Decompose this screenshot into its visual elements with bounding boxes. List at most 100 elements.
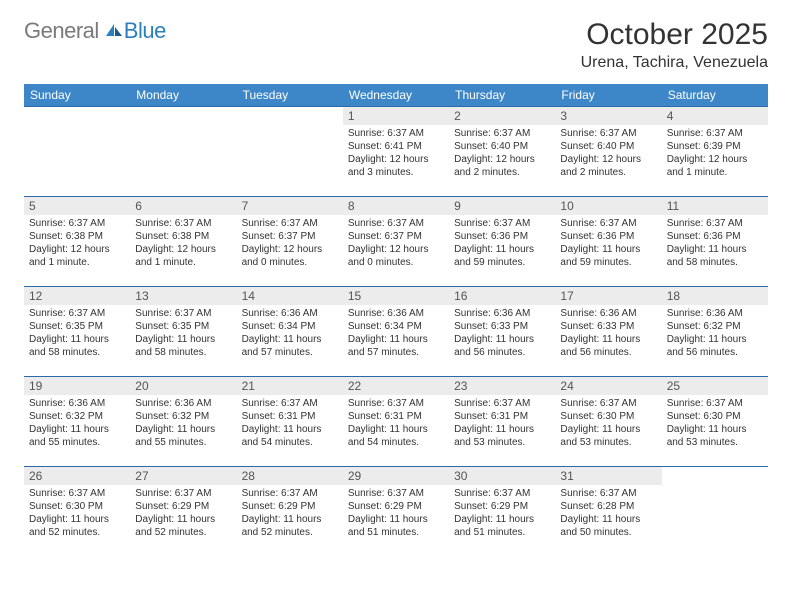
day-details: Sunrise: 6:37 AMSunset: 6:36 PMDaylight:… xyxy=(555,215,661,273)
day-cell: 9Sunrise: 6:37 AMSunset: 6:36 PMDaylight… xyxy=(449,197,555,287)
day-cell: 10Sunrise: 6:37 AMSunset: 6:36 PMDayligh… xyxy=(555,197,661,287)
sunrise-text: Sunrise: 6:37 AM xyxy=(348,487,444,500)
day-number: 19 xyxy=(24,377,130,395)
day-number: 1 xyxy=(343,107,449,125)
sunrise-text: Sunrise: 6:37 AM xyxy=(348,127,444,140)
calendar-body: 1Sunrise: 6:37 AMSunset: 6:41 PMDaylight… xyxy=(24,107,768,557)
daylight-text: Daylight: 11 hours and 53 minutes. xyxy=(454,423,550,449)
sunrise-text: Sunrise: 6:37 AM xyxy=(242,217,338,230)
day-cell: 19Sunrise: 6:36 AMSunset: 6:32 PMDayligh… xyxy=(24,377,130,467)
day-number: 20 xyxy=(130,377,236,395)
calendar-week-row: 1Sunrise: 6:37 AMSunset: 6:41 PMDaylight… xyxy=(24,107,768,197)
sunrise-text: Sunrise: 6:37 AM xyxy=(135,307,231,320)
day-details: Sunrise: 6:37 AMSunset: 6:31 PMDaylight:… xyxy=(237,395,343,453)
day-details: Sunrise: 6:37 AMSunset: 6:30 PMDaylight:… xyxy=(662,395,768,453)
sunrise-text: Sunrise: 6:37 AM xyxy=(454,487,550,500)
sunset-text: Sunset: 6:38 PM xyxy=(29,230,125,243)
day-details: Sunrise: 6:36 AMSunset: 6:32 PMDaylight:… xyxy=(130,395,236,453)
sunset-text: Sunset: 6:38 PM xyxy=(135,230,231,243)
daylight-text: Daylight: 11 hours and 57 minutes. xyxy=(242,333,338,359)
day-details: Sunrise: 6:36 AMSunset: 6:32 PMDaylight:… xyxy=(24,395,130,453)
day-details: Sunrise: 6:37 AMSunset: 6:38 PMDaylight:… xyxy=(24,215,130,273)
daylight-text: Daylight: 11 hours and 58 minutes. xyxy=(135,333,231,359)
day-details: Sunrise: 6:37 AMSunset: 6:41 PMDaylight:… xyxy=(343,125,449,183)
day-cell: 28Sunrise: 6:37 AMSunset: 6:29 PMDayligh… xyxy=(237,467,343,557)
daylight-text: Daylight: 11 hours and 56 minutes. xyxy=(560,333,656,359)
day-cell: 1Sunrise: 6:37 AMSunset: 6:41 PMDaylight… xyxy=(343,107,449,197)
day-details: Sunrise: 6:37 AMSunset: 6:39 PMDaylight:… xyxy=(662,125,768,183)
day-number: 25 xyxy=(662,377,768,395)
weekday-header: Tuesday xyxy=(237,84,343,107)
weekday-header: Wednesday xyxy=(343,84,449,107)
day-details: Sunrise: 6:37 AMSunset: 6:36 PMDaylight:… xyxy=(449,215,555,273)
calendar-table: Sunday Monday Tuesday Wednesday Thursday… xyxy=(24,84,768,557)
sunset-text: Sunset: 6:31 PM xyxy=(348,410,444,423)
daylight-text: Daylight: 11 hours and 52 minutes. xyxy=(135,513,231,539)
day-cell: 27Sunrise: 6:37 AMSunset: 6:29 PMDayligh… xyxy=(130,467,236,557)
day-cell: 26Sunrise: 6:37 AMSunset: 6:30 PMDayligh… xyxy=(24,467,130,557)
sunset-text: Sunset: 6:33 PM xyxy=(560,320,656,333)
day-cell: 18Sunrise: 6:36 AMSunset: 6:32 PMDayligh… xyxy=(662,287,768,377)
day-cell: 3Sunrise: 6:37 AMSunset: 6:40 PMDaylight… xyxy=(555,107,661,197)
sunset-text: Sunset: 6:29 PM xyxy=(135,500,231,513)
daylight-text: Daylight: 11 hours and 59 minutes. xyxy=(454,243,550,269)
day-cell xyxy=(662,467,768,557)
day-number: 6 xyxy=(130,197,236,215)
day-number: 29 xyxy=(343,467,449,485)
daylight-text: Daylight: 11 hours and 51 minutes. xyxy=(348,513,444,539)
sunrise-text: Sunrise: 6:37 AM xyxy=(560,127,656,140)
sunrise-text: Sunrise: 6:37 AM xyxy=(454,127,550,140)
sunset-text: Sunset: 6:32 PM xyxy=(29,410,125,423)
location-label: Urena, Tachira, Venezuela xyxy=(581,54,768,72)
daylight-text: Daylight: 11 hours and 59 minutes. xyxy=(560,243,656,269)
day-cell: 16Sunrise: 6:36 AMSunset: 6:33 PMDayligh… xyxy=(449,287,555,377)
day-cell xyxy=(237,107,343,197)
day-cell: 22Sunrise: 6:37 AMSunset: 6:31 PMDayligh… xyxy=(343,377,449,467)
logo-sail-icon xyxy=(104,22,124,43)
sunset-text: Sunset: 6:29 PM xyxy=(348,500,444,513)
day-cell xyxy=(24,107,130,197)
sunset-text: Sunset: 6:33 PM xyxy=(454,320,550,333)
sunset-text: Sunset: 6:41 PM xyxy=(348,140,444,153)
day-details: Sunrise: 6:37 AMSunset: 6:31 PMDaylight:… xyxy=(449,395,555,453)
day-details: Sunrise: 6:36 AMSunset: 6:34 PMDaylight:… xyxy=(237,305,343,363)
day-details: Sunrise: 6:37 AMSunset: 6:30 PMDaylight:… xyxy=(555,395,661,453)
sunset-text: Sunset: 6:32 PM xyxy=(667,320,763,333)
sunrise-text: Sunrise: 6:37 AM xyxy=(135,487,231,500)
daylight-text: Daylight: 12 hours and 1 minute. xyxy=(29,243,125,269)
day-details: Sunrise: 6:36 AMSunset: 6:33 PMDaylight:… xyxy=(555,305,661,363)
day-cell: 11Sunrise: 6:37 AMSunset: 6:36 PMDayligh… xyxy=(662,197,768,287)
daylight-text: Daylight: 12 hours and 3 minutes. xyxy=(348,153,444,179)
day-number: 7 xyxy=(237,197,343,215)
day-number: 9 xyxy=(449,197,555,215)
day-number: 16 xyxy=(449,287,555,305)
sunset-text: Sunset: 6:37 PM xyxy=(348,230,444,243)
day-number: 22 xyxy=(343,377,449,395)
sunrise-text: Sunrise: 6:37 AM xyxy=(454,217,550,230)
sunrise-text: Sunrise: 6:36 AM xyxy=(348,307,444,320)
day-cell: 6Sunrise: 6:37 AMSunset: 6:38 PMDaylight… xyxy=(130,197,236,287)
sunset-text: Sunset: 6:30 PM xyxy=(560,410,656,423)
weekday-header: Monday xyxy=(130,84,236,107)
sunrise-text: Sunrise: 6:36 AM xyxy=(135,397,231,410)
daylight-text: Daylight: 12 hours and 1 minute. xyxy=(135,243,231,269)
title-block: October 2025 Urena, Tachira, Venezuela xyxy=(581,18,768,72)
daylight-text: Daylight: 11 hours and 52 minutes. xyxy=(242,513,338,539)
daylight-text: Daylight: 11 hours and 50 minutes. xyxy=(560,513,656,539)
sunset-text: Sunset: 6:40 PM xyxy=(560,140,656,153)
day-cell: 23Sunrise: 6:37 AMSunset: 6:31 PMDayligh… xyxy=(449,377,555,467)
logo-text-general: General xyxy=(24,18,99,44)
day-number: 13 xyxy=(130,287,236,305)
day-number: 2 xyxy=(449,107,555,125)
day-details: Sunrise: 6:36 AMSunset: 6:34 PMDaylight:… xyxy=(343,305,449,363)
sunset-text: Sunset: 6:40 PM xyxy=(454,140,550,153)
sunrise-text: Sunrise: 6:37 AM xyxy=(29,217,125,230)
sunrise-text: Sunrise: 6:37 AM xyxy=(29,307,125,320)
daylight-text: Daylight: 12 hours and 0 minutes. xyxy=(242,243,338,269)
header: General Blue October 2025 Urena, Tachira… xyxy=(24,18,768,72)
day-details: Sunrise: 6:37 AMSunset: 6:36 PMDaylight:… xyxy=(662,215,768,273)
sunrise-text: Sunrise: 6:37 AM xyxy=(560,397,656,410)
sunset-text: Sunset: 6:31 PM xyxy=(242,410,338,423)
daylight-text: Daylight: 11 hours and 58 minutes. xyxy=(667,243,763,269)
day-number: 23 xyxy=(449,377,555,395)
